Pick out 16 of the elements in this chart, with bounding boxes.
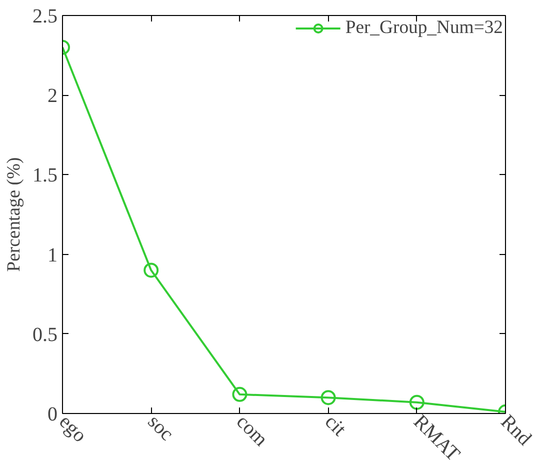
y-tick-label: 0.5 (32, 324, 58, 346)
point (409, 394, 424, 410)
x-tick-label: soc (143, 410, 178, 446)
point (232, 386, 248, 402)
point (144, 262, 159, 278)
y-axis-title: Percentage (%) (4, 157, 24, 272)
y-tick-label: 1.5 (32, 164, 58, 187)
y-tick-label: 1 (48, 244, 58, 266)
point (320, 390, 336, 406)
x-tick-label: cit (320, 410, 351, 441)
y-tick-label: 2.5 (32, 6, 58, 28)
y-tick-label: 2 (48, 85, 58, 108)
x-tick-label: Rnd (496, 410, 535, 450)
x-tick-label: com (232, 410, 272, 451)
y-tick-label: 0 (48, 404, 58, 426)
legend-label: Per_Group_Num=32 (345, 17, 503, 39)
